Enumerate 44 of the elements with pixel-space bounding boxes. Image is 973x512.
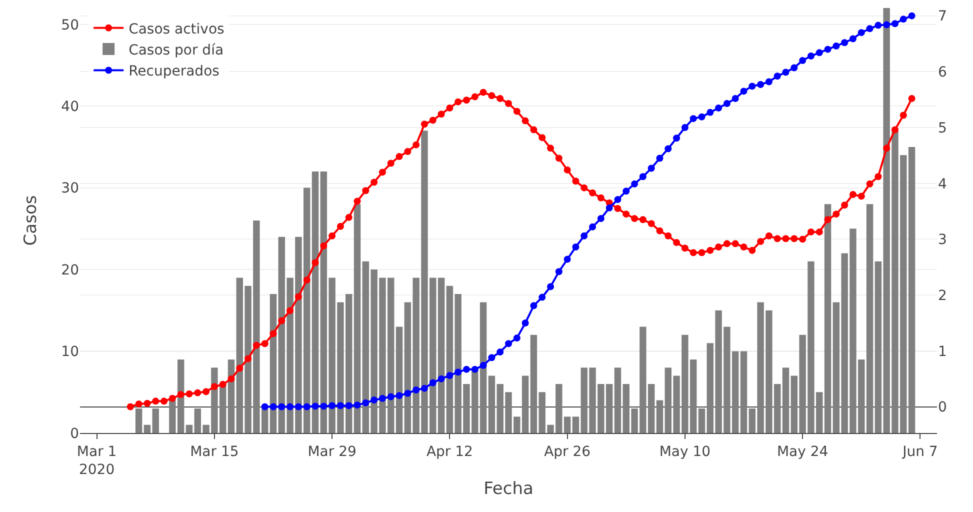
bar [228,359,235,433]
y2-tick-label: 7 [938,8,947,25]
bar [740,351,748,433]
y-tick-label: 10 [61,344,79,360]
y2-tick-label: 2 [938,288,947,304]
bar [656,400,664,433]
bar [614,368,622,433]
bar [782,368,790,433]
legend-label: Recuperados [128,64,220,80]
bar [866,204,874,433]
y-tick-label: 20 [61,262,79,278]
legend-label: Casos por día [128,42,224,59]
x-tick-label: Mar 1 2020 [76,444,117,478]
y2-tick-label: 0 [938,400,947,416]
legend-label: Casos activos [128,21,224,38]
y-axis-title: Casos [21,195,41,246]
x-tick-label: Jun 7 [902,444,938,460]
x-tick-label: Apr 26 [544,444,591,460]
bar [438,278,445,433]
y2-tick-label: 5 [938,120,947,136]
bar [270,294,277,433]
x-axis-title: Fecha [484,479,534,499]
y2-tick-label: 4 [938,176,947,192]
y-tick-label: 30 [61,180,79,197]
x-tick-label: Mar 15 [190,444,239,460]
y2-tick-label: 6 [938,64,947,81]
y2-tick-label: 1 [938,344,947,360]
bar [144,424,151,433]
bar [396,326,403,433]
bar [186,424,193,433]
bar [152,408,159,433]
y-tick-label: 50 [61,17,79,34]
y-tick-label: 0 [70,426,79,442]
x-tick-label: Mar 29 [308,444,356,460]
x-tick-label: Apr 12 [426,444,473,460]
bar [824,204,832,433]
bar [530,334,538,433]
y2-tick-label: 3 [938,232,947,248]
bar [698,408,706,433]
x-tick-label: May 10 [659,444,711,460]
bar [572,416,580,433]
x-tick-label: May 24 [776,444,828,460]
bar [312,171,319,433]
y-tick-label: 40 [61,98,79,115]
